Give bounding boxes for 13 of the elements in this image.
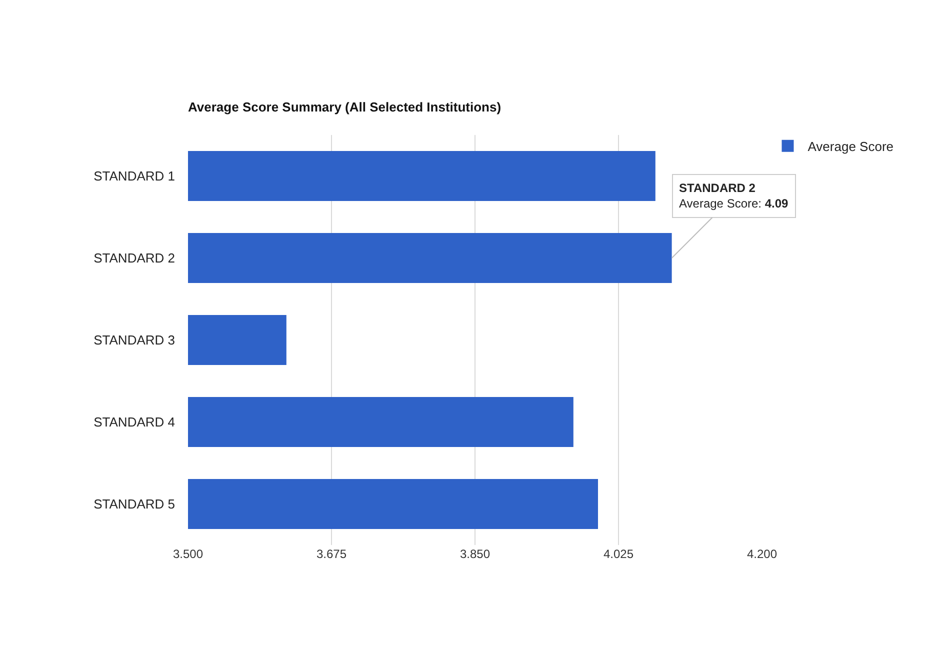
- annotation: STANDARD 2 Average Score: 4.09: [679, 181, 789, 211]
- y-tick-label: STANDARD 1: [94, 168, 175, 184]
- x-tick-label: 4.025: [603, 547, 634, 561]
- y-tick-label: STANDARD 5: [94, 496, 175, 512]
- x-tick-label: 3.500: [172, 547, 204, 561]
- x-tick-label: 3.675: [316, 547, 347, 561]
- y-tick-label: STANDARD 3: [94, 332, 175, 348]
- x-tick-label: 3.850: [460, 547, 490, 561]
- chart-title: Average Score Summary (All Selected Institutions): [188, 100, 502, 115]
- legend-label: Average Score: [808, 138, 894, 154]
- y-tick-label: STANDARD 4: [94, 414, 175, 430]
- y-tick-label: STANDARD 2: [94, 250, 175, 266]
- x-tick-label: 4.200: [746, 547, 778, 561]
